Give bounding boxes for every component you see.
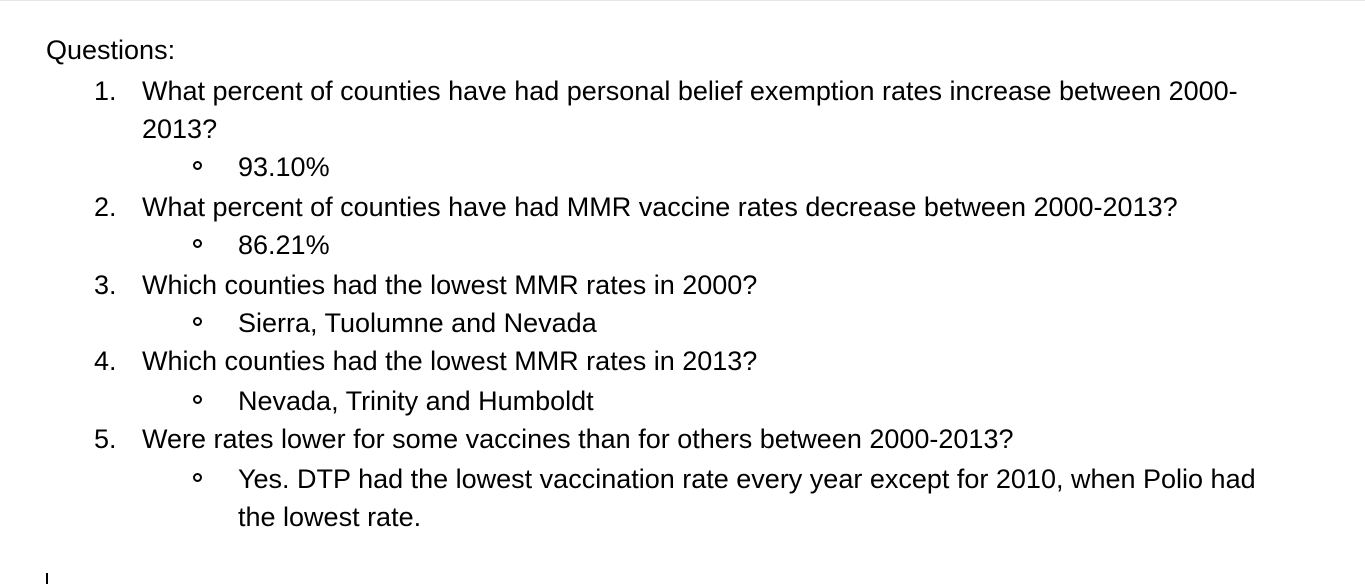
question-number: 4.: [94, 346, 117, 376]
text-cursor: [46, 573, 48, 584]
answer-text: 93.10%: [238, 152, 330, 182]
question-number: 2.: [94, 192, 117, 222]
top-divider: [0, 0, 1365, 1]
question-number: 5.: [94, 424, 117, 454]
question-text: Were rates lower for some vaccines than …: [142, 424, 1014, 454]
answer-text: Sierra, Tuolumne and Nevada: [238, 308, 597, 338]
answer-text: 86.21%: [238, 230, 330, 260]
hollow-bullet-icon: [193, 161, 202, 170]
question-text: Which counties had the lowest MMR rates …: [142, 270, 758, 300]
question-text: Which counties had the lowest MMR rates …: [142, 346, 758, 376]
question-number: 1.: [94, 76, 117, 106]
answer-text: Yes. DTP had the lowest vaccination rate…: [238, 464, 1256, 532]
hollow-bullet-icon: [193, 239, 202, 248]
hollow-bullet-icon: [193, 473, 202, 482]
hollow-bullet-icon: [193, 395, 202, 404]
hollow-bullet-icon: [193, 317, 202, 326]
questions-heading: Questions:: [46, 35, 176, 65]
answer-text: Nevada, Trinity and Humboldt: [238, 386, 594, 416]
question-text: What percent of counties have had person…: [142, 76, 1238, 144]
question-number: 3.: [94, 270, 117, 300]
question-text: What percent of counties have had MMR va…: [142, 192, 1178, 222]
